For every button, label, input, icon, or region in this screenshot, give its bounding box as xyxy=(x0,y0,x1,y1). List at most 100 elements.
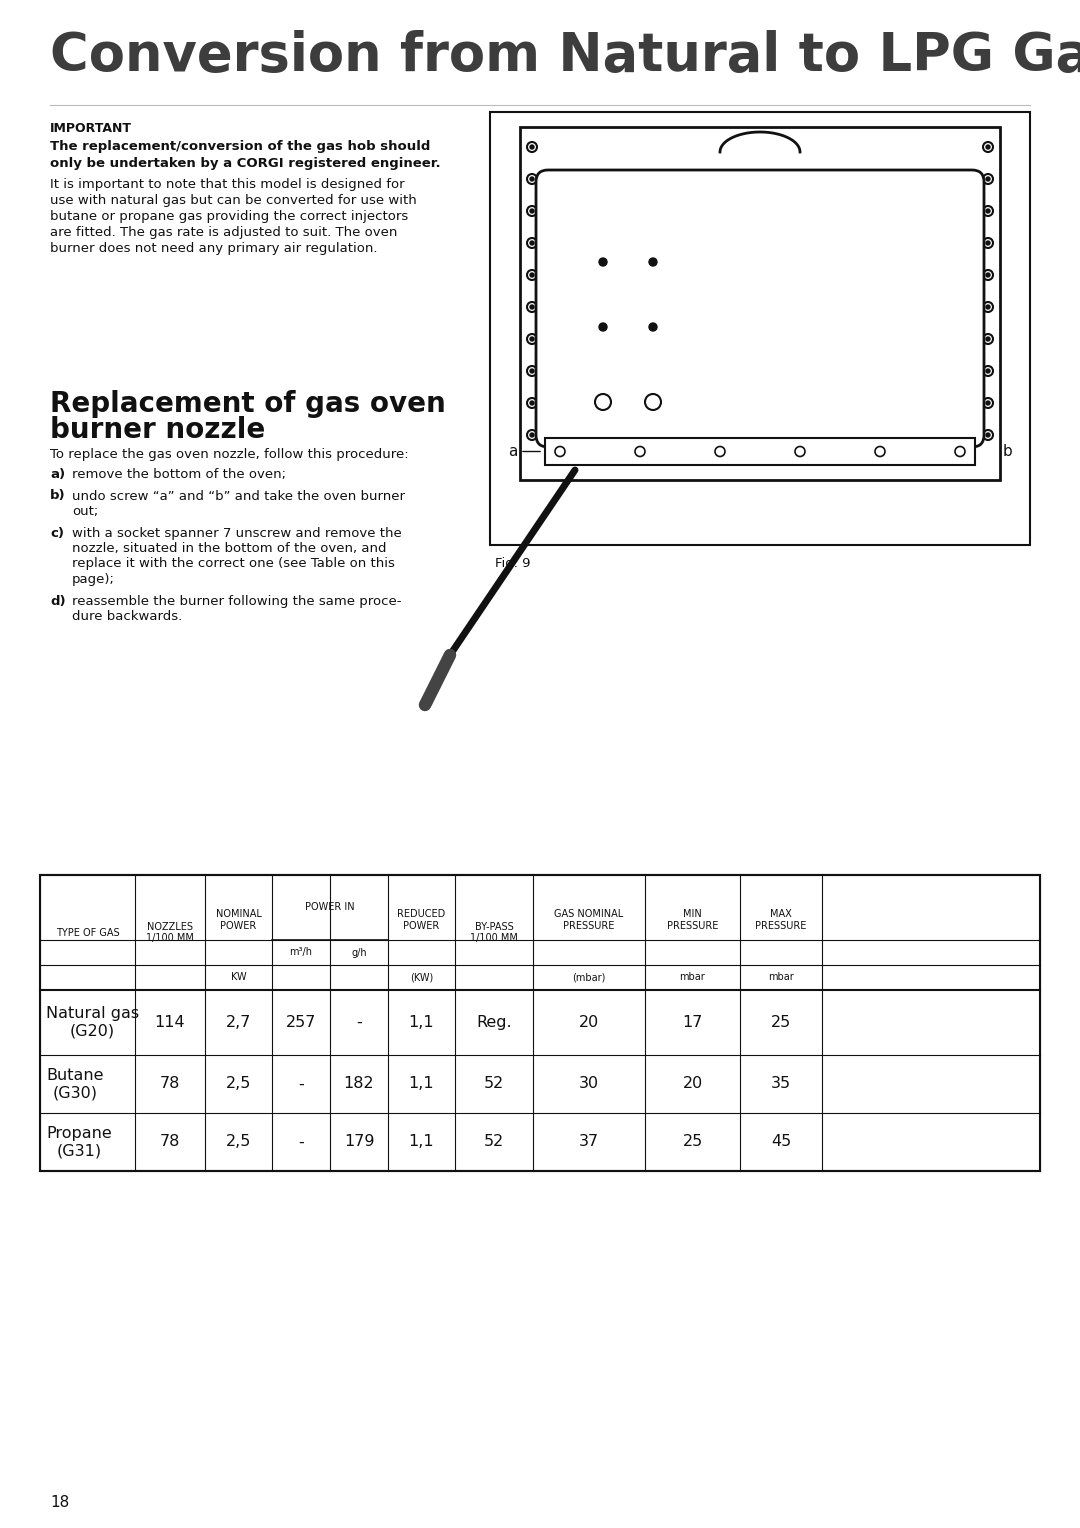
Text: It is important to note that this model is designed for: It is important to note that this model … xyxy=(50,177,405,191)
Text: 2,5: 2,5 xyxy=(226,1134,252,1149)
Text: 25: 25 xyxy=(683,1134,703,1149)
Circle shape xyxy=(986,400,990,405)
Circle shape xyxy=(986,274,990,277)
Circle shape xyxy=(986,145,990,150)
Text: To replace the gas oven nozzle, follow this procedure:: To replace the gas oven nozzle, follow t… xyxy=(50,448,408,461)
Text: 182: 182 xyxy=(343,1077,375,1091)
Text: GAS NOMINAL
PRESSURE: GAS NOMINAL PRESSURE xyxy=(554,909,623,931)
Text: (mbar): (mbar) xyxy=(572,972,606,983)
Circle shape xyxy=(530,432,534,437)
Circle shape xyxy=(530,306,534,309)
Text: 2,7: 2,7 xyxy=(226,1015,252,1030)
Text: POWER IN: POWER IN xyxy=(306,903,355,912)
Circle shape xyxy=(530,177,534,180)
Text: burner nozzle: burner nozzle xyxy=(50,416,266,445)
Text: reassemble the burner following the same proce-: reassemble the burner following the same… xyxy=(72,594,402,608)
Text: d): d) xyxy=(50,594,66,608)
Text: 52: 52 xyxy=(484,1134,504,1149)
Text: a): a) xyxy=(50,468,65,481)
Circle shape xyxy=(649,258,657,266)
Text: use with natural gas but can be converted for use with: use with natural gas but can be converte… xyxy=(50,194,417,206)
Circle shape xyxy=(599,258,607,266)
Text: c): c) xyxy=(50,527,64,539)
Text: -: - xyxy=(298,1134,303,1149)
Text: -: - xyxy=(356,1015,362,1030)
Text: m³/h: m³/h xyxy=(289,947,312,958)
Text: 17: 17 xyxy=(683,1015,703,1030)
Text: mbar: mbar xyxy=(679,972,705,983)
Bar xyxy=(490,112,1030,545)
Text: g/h: g/h xyxy=(351,947,367,958)
Text: butane or propane gas providing the correct injectors: butane or propane gas providing the corr… xyxy=(50,209,408,223)
Circle shape xyxy=(986,177,990,180)
Text: NOMINAL
POWER: NOMINAL POWER xyxy=(216,909,261,931)
Text: Conversion from Natural to LPG Gas: Conversion from Natural to LPG Gas xyxy=(50,31,1080,83)
Circle shape xyxy=(530,338,534,341)
Text: -: - xyxy=(298,1077,303,1091)
Text: IMPORTANT: IMPORTANT xyxy=(50,122,132,134)
Text: b: b xyxy=(1002,445,1012,458)
Text: Replacement of gas oven: Replacement of gas oven xyxy=(50,390,446,419)
Text: Fig. 9: Fig. 9 xyxy=(495,558,530,570)
Circle shape xyxy=(530,209,534,212)
Text: 78: 78 xyxy=(160,1077,180,1091)
Circle shape xyxy=(530,368,534,373)
Text: dure backwards.: dure backwards. xyxy=(72,610,183,623)
Text: MAX
PRESSURE: MAX PRESSURE xyxy=(755,909,807,931)
Text: Reg.: Reg. xyxy=(476,1015,512,1030)
Text: only be undertaken by a CORGI registered engineer.: only be undertaken by a CORGI registered… xyxy=(50,157,441,170)
Bar xyxy=(545,439,975,465)
Circle shape xyxy=(986,306,990,309)
Text: 25: 25 xyxy=(771,1015,792,1030)
Circle shape xyxy=(599,322,607,332)
Text: Natural gas
(G20): Natural gas (G20) xyxy=(46,1007,139,1039)
Text: 1,1: 1,1 xyxy=(408,1015,434,1030)
Circle shape xyxy=(530,145,534,150)
Text: 179: 179 xyxy=(343,1134,375,1149)
Text: MIN
PRESSURE: MIN PRESSURE xyxy=(666,909,718,931)
Text: 18: 18 xyxy=(50,1494,69,1510)
Text: 20: 20 xyxy=(579,1015,599,1030)
Circle shape xyxy=(986,368,990,373)
Bar xyxy=(519,127,1000,480)
Circle shape xyxy=(649,322,657,332)
Text: BY-PASS
1/100 MM: BY-PASS 1/100 MM xyxy=(470,921,518,943)
Text: undo screw “a” and “b” and take the oven burner: undo screw “a” and “b” and take the oven… xyxy=(72,489,405,503)
Text: 78: 78 xyxy=(160,1134,180,1149)
Text: with a socket spanner 7 unscrew and remove the: with a socket spanner 7 unscrew and remo… xyxy=(72,527,402,539)
Text: 45: 45 xyxy=(771,1134,792,1149)
Circle shape xyxy=(530,274,534,277)
Text: 114: 114 xyxy=(154,1015,186,1030)
Text: 20: 20 xyxy=(683,1077,703,1091)
Text: out;: out; xyxy=(72,504,98,518)
Text: The replacement/conversion of the gas hob should: The replacement/conversion of the gas ho… xyxy=(50,141,430,153)
Text: are fitted. The gas rate is adjusted to suit. The oven: are fitted. The gas rate is adjusted to … xyxy=(50,226,397,238)
Text: burner does not need any primary air regulation.: burner does not need any primary air reg… xyxy=(50,241,378,255)
Text: Propane
(G31): Propane (G31) xyxy=(46,1126,111,1158)
FancyBboxPatch shape xyxy=(536,170,984,448)
Text: 2,5: 2,5 xyxy=(226,1077,252,1091)
Text: nozzle, situated in the bottom of the oven, and: nozzle, situated in the bottom of the ov… xyxy=(72,542,387,555)
Text: replace it with the correct one (see Table on this: replace it with the correct one (see Tab… xyxy=(72,558,395,570)
Text: 37: 37 xyxy=(579,1134,599,1149)
Circle shape xyxy=(530,400,534,405)
Text: 257: 257 xyxy=(286,1015,316,1030)
Text: KW: KW xyxy=(231,972,246,983)
Circle shape xyxy=(986,338,990,341)
Text: mbar: mbar xyxy=(768,972,794,983)
Circle shape xyxy=(986,241,990,244)
Text: page);: page); xyxy=(72,573,114,587)
Text: TYPE OF GAS: TYPE OF GAS xyxy=(56,927,119,938)
Text: b): b) xyxy=(50,489,66,503)
Text: 1,1: 1,1 xyxy=(408,1134,434,1149)
Text: a: a xyxy=(508,445,517,458)
Text: Butane
(G30): Butane (G30) xyxy=(46,1068,104,1100)
Text: remove the bottom of the oven;: remove the bottom of the oven; xyxy=(72,468,286,481)
Bar xyxy=(40,876,1040,1170)
Text: 30: 30 xyxy=(579,1077,599,1091)
Text: REDUCED
POWER: REDUCED POWER xyxy=(397,909,446,931)
Text: 35: 35 xyxy=(771,1077,791,1091)
Text: NOZZLES
1/100 MM: NOZZLES 1/100 MM xyxy=(146,921,194,943)
Text: 1,1: 1,1 xyxy=(408,1077,434,1091)
Circle shape xyxy=(986,209,990,212)
